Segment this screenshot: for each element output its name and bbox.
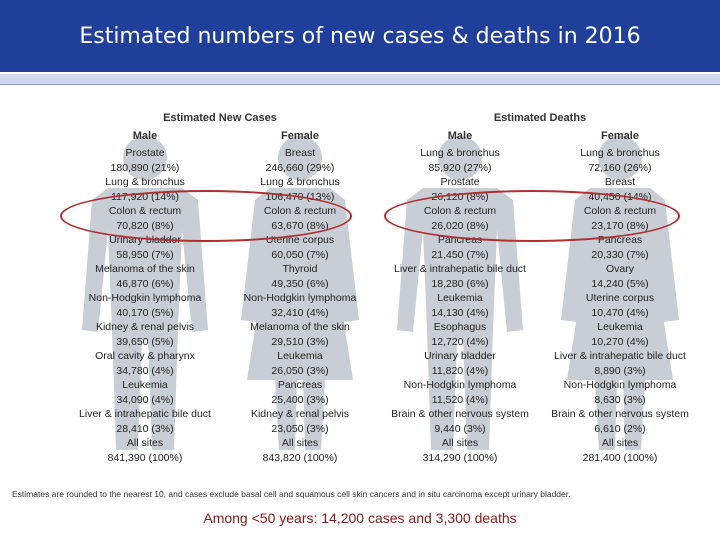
column-header-female-deaths: Female — [601, 130, 639, 142]
female-silhouette-icon — [561, 136, 679, 450]
site-value: 46,870 (6%) — [116, 277, 174, 290]
site-label: Non-Hodgkin lymphoma — [563, 379, 677, 391]
site-label: Liver & intrahepatic bile duct — [554, 350, 686, 362]
site-value: 21,450 (7%) — [431, 248, 489, 261]
site-label: Kidney & renal pelvis — [95, 321, 195, 333]
site-label: Thyroid — [282, 263, 318, 275]
site-value: 25,400 (3%) — [271, 393, 329, 406]
site-value: 72,160 (26%) — [588, 161, 652, 174]
site-value: 843,820 (100%) — [262, 451, 338, 464]
site-label: Kidney & renal pelvis — [250, 408, 350, 420]
site-label: Prostate — [125, 147, 165, 159]
site-label: Leukemia — [122, 379, 168, 391]
footnote: Estimates are rounded to the nearest 10,… — [12, 489, 571, 499]
site-label: All sites — [126, 437, 164, 449]
slide-title: Estimated numbers of new cases & deaths … — [79, 23, 641, 49]
site-value: 11,520 (4%) — [431, 393, 489, 406]
site-value: 18,280 (6%) — [431, 277, 489, 290]
site-label: Breast — [284, 147, 316, 159]
site-value: 40,170 (5%) — [116, 306, 174, 319]
site-label: Prostate — [440, 176, 480, 188]
site-value: 11,820 (4%) — [431, 364, 489, 377]
site-label: Melanoma of the skin — [250, 321, 350, 333]
site-label: Melanoma of the skin — [95, 263, 195, 275]
site-label: Leukemia — [437, 292, 483, 304]
site-value: 14,130 (4%) — [431, 306, 489, 319]
site-label: Esophagus — [433, 321, 487, 333]
site-label: Non-Hodgkin lymphoma — [243, 292, 357, 304]
site-value: 246,660 (29%) — [265, 161, 335, 174]
site-value: 8,890 (3%) — [594, 364, 646, 377]
site-value: 32,410 (4%) — [271, 306, 329, 319]
site-label: Lung & bronchus — [580, 147, 660, 159]
colon-rectum-highlight-deaths — [384, 190, 680, 242]
site-value: 180,890 (21%) — [110, 161, 180, 174]
title-banner: Estimated numbers of new cases & deaths … — [0, 0, 720, 72]
site-value: 34,780 (4%) — [116, 364, 174, 377]
site-label: Non-Hodgkin lymphoma — [88, 292, 202, 304]
column-header-male-deaths: Male — [447, 130, 473, 142]
site-value: 34,090 (4%) — [116, 393, 174, 406]
site-value: 85,920 (27%) — [428, 161, 492, 174]
male-silhouette-icon — [397, 136, 523, 450]
site-label: Leukemia — [597, 321, 643, 333]
site-value: 314,290 (100%) — [422, 451, 498, 464]
site-value: 12,720 (4%) — [431, 335, 489, 348]
site-value: 58,950 (7%) — [116, 248, 174, 261]
female-deaths-list: Lung & bronchus 72,160 (26%) Breast 40,4… — [540, 146, 700, 465]
site-label: Lung & bronchus — [260, 176, 340, 188]
site-label: Uterine corpus — [585, 292, 655, 304]
site-value: 9,440 (3%) — [434, 422, 486, 435]
banner-divider — [0, 74, 720, 85]
site-value: 8,630 (3%) — [594, 393, 646, 406]
site-label: Lung & bronchus — [420, 147, 500, 159]
cancer-statistics-figure: Estimated New Cases Estimated Deaths Mal… — [60, 100, 720, 500]
site-value: 49,350 (6%) — [271, 277, 329, 290]
site-label: Brain & other nervous system — [551, 408, 689, 420]
site-value: 39,650 (5%) — [116, 335, 174, 348]
site-label: Oral cavity & pharynx — [95, 350, 195, 362]
female-new-cases-list: Breast 246,660 (29%) Lung & bronchus 106… — [220, 146, 380, 465]
column-header-male-cases: Male — [132, 130, 158, 142]
panel-title-deaths: Estimated Deaths — [493, 112, 587, 124]
site-value: 29,510 (3%) — [271, 335, 329, 348]
site-label: All sites — [281, 437, 319, 449]
site-label: Pancreas — [277, 379, 323, 391]
site-label: Breast — [604, 176, 636, 188]
site-label: Urinary bladder — [424, 350, 496, 362]
site-label: All sites — [601, 437, 639, 449]
site-value: 26,050 (3%) — [271, 364, 329, 377]
age-note: Among <50 years: 14,200 cases and 3,300 … — [203, 510, 517, 526]
site-label: Brain & other nervous system — [391, 408, 529, 420]
site-label: Non-Hodgkin lymphoma — [403, 379, 517, 391]
site-value: 841,390 (100%) — [107, 451, 183, 464]
site-label: Liver & intrahepatic bile duct — [394, 263, 526, 275]
site-value: 20,330 (7%) — [591, 248, 649, 261]
site-label: Ovary — [605, 263, 634, 275]
site-value: 60,050 (7%) — [271, 248, 329, 261]
site-value: 14,240 (5%) — [591, 277, 649, 290]
site-value: 10,270 (4%) — [591, 335, 649, 348]
site-label: Lung & bronchus — [105, 176, 185, 188]
site-value: 23,050 (3%) — [271, 422, 329, 435]
site-value: 6,610 (2%) — [594, 422, 646, 435]
site-value: 28,410 (3%) — [116, 422, 174, 435]
column-header-female-cases: Female — [281, 130, 319, 142]
site-value: 281,400 (100%) — [582, 451, 658, 464]
site-label: All sites — [441, 437, 479, 449]
site-label: Leukemia — [277, 350, 323, 362]
female-silhouette-icon — [241, 136, 359, 450]
site-value: 10,470 (4%) — [591, 306, 649, 319]
panel-title-new-cases: Estimated New Cases — [163, 112, 277, 124]
site-label: Liver & intrahepatic bile duct — [79, 408, 211, 420]
male-silhouette-icon — [82, 136, 208, 450]
male-new-cases-list: Prostate 180,890 (21%) Lung & bronchus 1… — [65, 146, 225, 465]
colon-rectum-highlight-cases — [60, 190, 352, 242]
